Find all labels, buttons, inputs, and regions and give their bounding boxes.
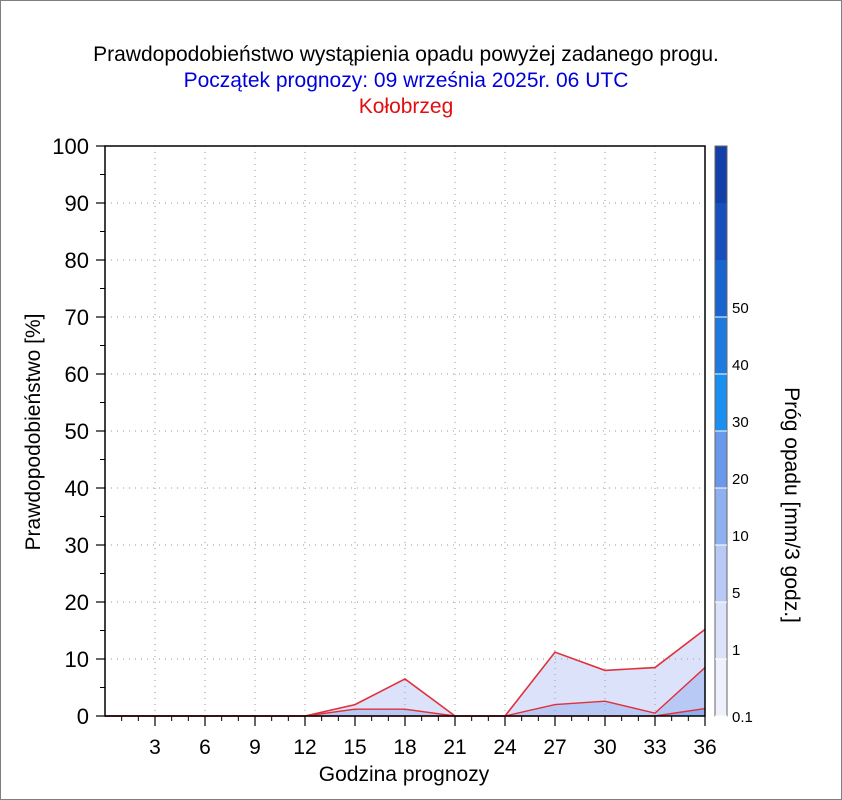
x-tick-label: 6 bbox=[199, 736, 211, 759]
y-tick-label: 60 bbox=[65, 362, 89, 387]
y-tick-label: 70 bbox=[65, 305, 89, 330]
colorbar-segment-8 bbox=[715, 203, 727, 260]
x-tick-label: 21 bbox=[443, 736, 466, 759]
x-tick-label: 24 bbox=[493, 736, 517, 759]
colorbar-segment-9 bbox=[715, 146, 727, 203]
y-tick-label: 30 bbox=[65, 533, 89, 558]
chart-title: Prawdopodobieństwo wystąpienia opadu pow… bbox=[93, 43, 719, 66]
colorbar-tick-label: 0.1 bbox=[732, 709, 753, 726]
y-tick-label: 40 bbox=[65, 476, 89, 501]
x-tick-label: 33 bbox=[643, 736, 666, 759]
x-tick-label: 18 bbox=[393, 736, 416, 759]
x-tick-label: 27 bbox=[543, 736, 566, 759]
colorbar-segment-1 bbox=[715, 602, 727, 659]
colorbar-segment-4 bbox=[715, 431, 727, 488]
y-tick-label: 50 bbox=[65, 419, 89, 444]
colorbar-segment-7 bbox=[715, 260, 727, 317]
chart-subtitle: Początek prognozy: 09 września 2025r. 06… bbox=[183, 69, 629, 92]
colorbar-segment-2 bbox=[715, 545, 727, 602]
colorbar-segment-6 bbox=[715, 317, 727, 374]
y-tick-label: 100 bbox=[52, 134, 89, 159]
y-axis-label: Prawdopodobieństwo [%] bbox=[22, 314, 45, 551]
y-tick-label: 80 bbox=[65, 248, 89, 273]
colorbar-label: Próg opadu [mm/3 godz.] bbox=[780, 387, 803, 623]
colorbar-segment-5 bbox=[715, 374, 727, 431]
colorbar-segment-3 bbox=[715, 488, 727, 545]
x-tick-label: 3 bbox=[149, 736, 161, 759]
y-tick-label: 0 bbox=[77, 704, 89, 729]
colorbar-tick-label: 10 bbox=[732, 528, 749, 545]
colorbar-segment-0 bbox=[715, 659, 727, 716]
x-axis-label: Godzina prognozy bbox=[319, 763, 490, 786]
colorbar-tick-label: 50 bbox=[732, 300, 749, 317]
x-tick-label: 36 bbox=[693, 736, 716, 759]
x-tick-label: 9 bbox=[249, 736, 261, 759]
colorbar-tick-label: 5 bbox=[732, 585, 740, 602]
plot-grid bbox=[105, 146, 705, 716]
chart-location: Kołobrzeg bbox=[358, 95, 454, 118]
colorbar-tick-label: 40 bbox=[732, 357, 749, 374]
x-tick-label: 12 bbox=[293, 736, 316, 759]
x-tick-label: 30 bbox=[593, 736, 616, 759]
series-area-0 bbox=[105, 629, 705, 716]
colorbar-tick-label: 20 bbox=[732, 471, 749, 488]
colorbar: 0.1 1 5 10 20 30 40 50 bbox=[714, 145, 753, 726]
x-tick-label: 15 bbox=[343, 736, 366, 759]
y-tick-label: 90 bbox=[65, 191, 89, 216]
y-tick-label: 10 bbox=[65, 647, 89, 672]
colorbar-tick-label: 1 bbox=[732, 642, 740, 659]
y-tick-label: 20 bbox=[65, 590, 89, 615]
colorbar-tick-label: 30 bbox=[732, 414, 749, 431]
